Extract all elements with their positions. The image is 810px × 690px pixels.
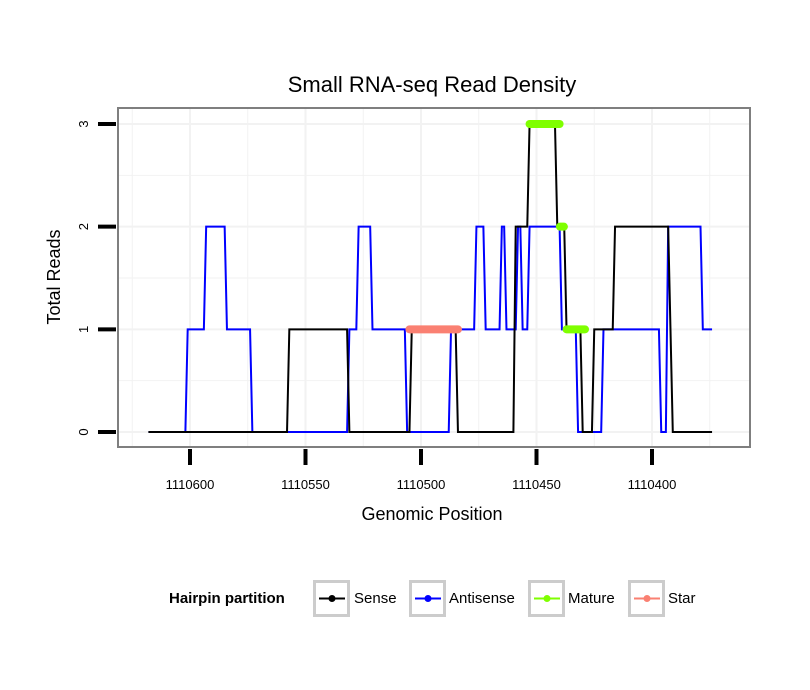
y-axis-title: Total Reads	[44, 229, 64, 324]
x-tick-label: 1110400	[628, 477, 677, 492]
legend-title: Hairpin partition	[169, 590, 285, 607]
x-tick-label: 1110550	[281, 477, 330, 492]
x-axis-title: Genomic Position	[361, 504, 502, 524]
legend-label-mature: Mature	[568, 590, 615, 607]
y-tick-label: 0	[76, 428, 91, 435]
legend-label-antisense: Antisense	[449, 590, 515, 607]
x-tick-label: 1110600	[166, 477, 215, 492]
legend-dot-mature	[543, 595, 551, 602]
y-tick-label: 3	[76, 120, 91, 127]
x-tick-label: 1110450	[512, 477, 561, 492]
legend: Hairpin partition Sense Antisense Mature St…	[169, 580, 696, 617]
y-tick-label: 1	[76, 326, 91, 333]
legend-dot-antisense	[424, 595, 432, 602]
legend-dot-star	[643, 595, 651, 602]
legend-label-sense: Sense	[354, 590, 397, 607]
y-tick-label: 2	[76, 223, 91, 230]
legend-dot-sense	[328, 595, 336, 602]
x-tick-label: 1110500	[397, 477, 446, 492]
axis-ticks: 1110600 1110550 1110500 1110450 1110400 0 1 2 3	[76, 120, 676, 492]
chart-title: Small RNA-seq Read Density	[288, 72, 577, 97]
legend-label-star: Star	[668, 590, 696, 607]
data-series	[148, 120, 713, 433]
